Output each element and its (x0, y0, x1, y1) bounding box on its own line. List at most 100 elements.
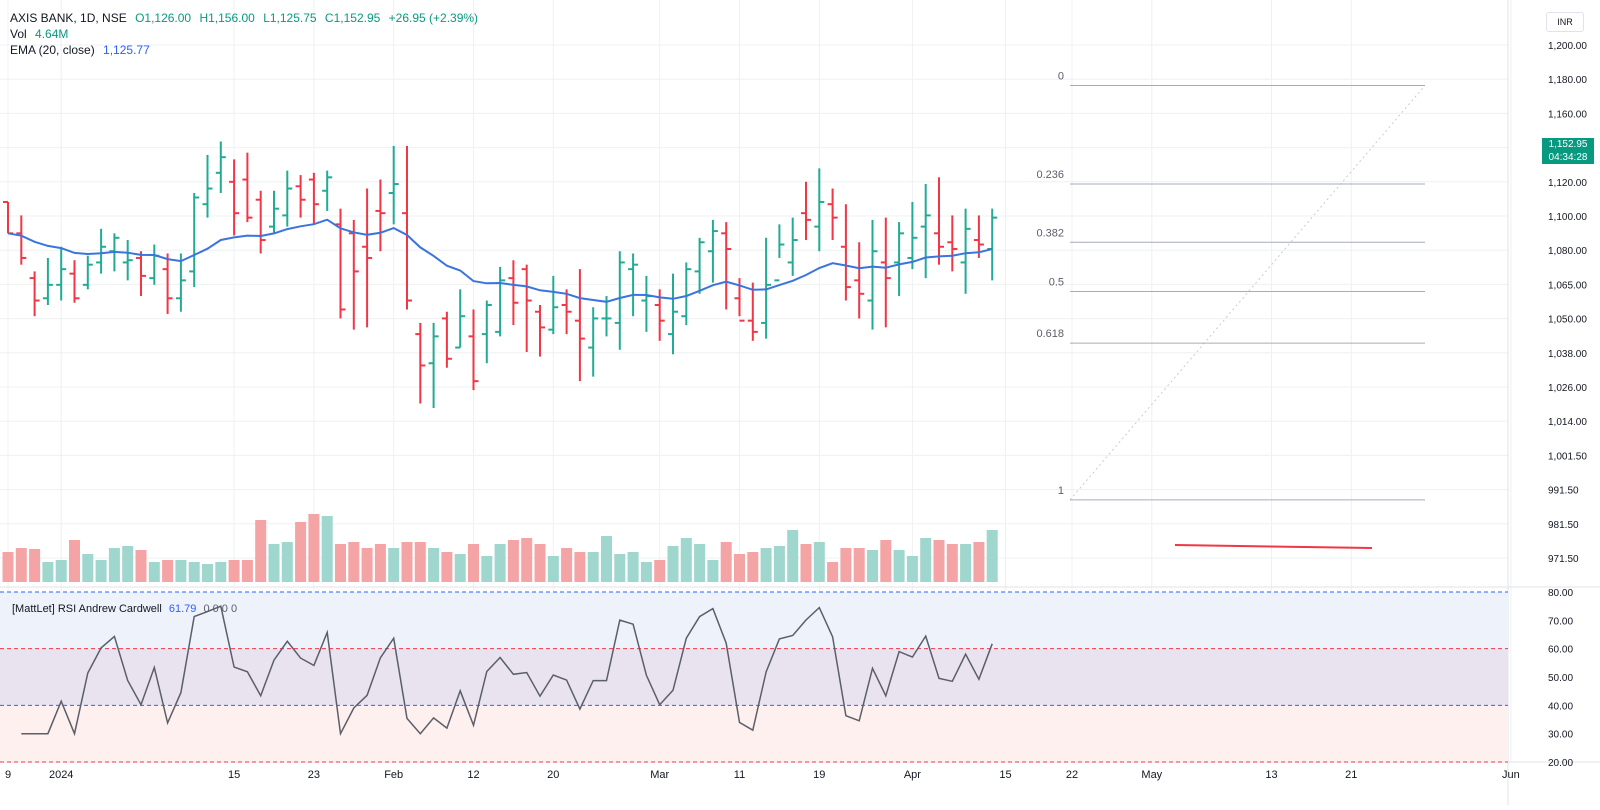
price-axis-label: 1,050.00 (1548, 315, 1587, 326)
volume-bar (162, 560, 174, 582)
change-value: +26.95 (+2.39%) (388, 11, 479, 25)
symbol-label[interactable]: AXIS BANK, 1D, NSE (10, 11, 127, 25)
ohlc-bar (69, 260, 80, 303)
ohlc-bar (867, 219, 878, 330)
volume-bar (614, 554, 626, 582)
volume-bar (760, 548, 772, 582)
ohlc-bar (947, 215, 958, 272)
ohlc-bar (814, 168, 825, 252)
ohlc-bar (588, 307, 599, 377)
volume-bar (960, 544, 972, 582)
ohlc-bar (694, 237, 705, 294)
fib-level-label: 1 (1058, 485, 1064, 497)
volume-bar (188, 562, 200, 582)
ohlc-bar (787, 217, 798, 276)
ohlc-bar (3, 200, 13, 235)
ohlc-bar (215, 141, 226, 193)
fib-level-label: 0.236 (1036, 169, 1064, 181)
ohlc-bar (681, 262, 692, 326)
ohlc-bar (561, 289, 572, 335)
ohlc-bar (508, 260, 519, 326)
ohlc-bar (574, 269, 585, 382)
ohlc-bar (455, 289, 466, 349)
ohlc-bar (189, 193, 200, 288)
time-axis-label: 22 (1066, 769, 1078, 781)
ohlc-bar (175, 253, 186, 312)
price-axis-label: 1,120.00 (1548, 178, 1587, 189)
chart-legend: AXIS BANK, 1D, NSE O1,126.00 H1,156.00 L… (10, 10, 483, 58)
volume-bar (893, 550, 905, 582)
ohlc-bar (229, 159, 240, 236)
volume-bar (853, 548, 865, 582)
volume-bar (55, 560, 67, 582)
ohlc-bar (16, 215, 27, 265)
rsi-label[interactable]: [MattLet] RSI Andrew Cardwell (12, 603, 162, 615)
volume-bar (933, 540, 945, 582)
ohlc-bar (495, 266, 506, 337)
volume-bar (202, 564, 213, 582)
volume-value: 4.64M (35, 27, 69, 41)
volume-bar (813, 542, 825, 582)
volume-bar (15, 548, 27, 582)
rsi-middle-band (0, 648, 1508, 706)
ohlc-bar (441, 311, 452, 368)
ohlc-bar (255, 190, 266, 254)
price-axis-label: 981.50 (1548, 520, 1579, 531)
volume-bar (800, 544, 812, 582)
ohlc-bar (628, 253, 639, 317)
bar-countdown: 04:34:28 (1548, 152, 1588, 163)
time-axis-label: Apr (904, 769, 921, 781)
volume-bar (880, 540, 892, 582)
volume-bar (241, 560, 253, 582)
volume-bar (773, 546, 785, 582)
low-value: L1,125.75 (263, 11, 317, 25)
volume-bar (281, 542, 293, 582)
volume-bar (787, 530, 799, 582)
volume-bar (973, 542, 985, 582)
volume-bar (268, 544, 280, 582)
ohlc-bar (907, 201, 918, 270)
volume-bar (335, 544, 346, 582)
fib-diagonal (1069, 85, 1426, 501)
ohlc-bar (136, 251, 146, 297)
ohlc-bar (548, 275, 559, 335)
ohlc-bar (388, 145, 399, 225)
rsi-zeros: 0 0 0 0 (203, 603, 238, 615)
ohlc-bar (721, 222, 732, 310)
rsi-axis-label: 50.00 (1548, 673, 1573, 684)
ohlc-bar (668, 273, 678, 355)
rsi-axis-label: 40.00 (1548, 701, 1573, 712)
currency-button[interactable]: INR (1546, 12, 1584, 32)
volume-bar (348, 542, 360, 582)
ohlc-bar (362, 188, 373, 328)
ohlc-bar (747, 282, 758, 341)
rsi-value: 61.79 (168, 603, 197, 615)
volume-bar (587, 552, 599, 582)
volume-bar (561, 548, 573, 582)
close-value: C1,152.95 (324, 11, 381, 25)
rsi-upper-band (0, 592, 1508, 649)
volume-label[interactable]: Vol (10, 27, 27, 41)
time-axis-label: 12 (467, 769, 479, 781)
time-axis-label: May (1141, 769, 1162, 781)
rsi-legend: [MattLet] RSI Andrew Cardwell 61.79 0 0 … (12, 603, 237, 615)
volume-bar (867, 550, 878, 582)
price-axis-label: 1,080.00 (1548, 246, 1587, 257)
ohlc-bar (428, 322, 439, 409)
high-value: H1,156.00 (199, 11, 255, 25)
ohlc-bar (960, 208, 971, 294)
ohlc-bar (987, 208, 998, 281)
price-axis-label: 1,065.00 (1548, 280, 1587, 291)
ohlc-bar (56, 246, 67, 301)
volume-bar (122, 546, 134, 582)
volume-bar (148, 562, 160, 582)
ohlc-bar (295, 175, 306, 218)
volume-bar (135, 550, 147, 582)
rsi-line (21, 605, 993, 737)
ema-value: 1,125.77 (103, 43, 150, 57)
volume-bar (388, 548, 400, 582)
price-axis-label: 1,014.00 (1548, 417, 1587, 428)
ema-label[interactable]: EMA (20, close) (10, 43, 95, 57)
